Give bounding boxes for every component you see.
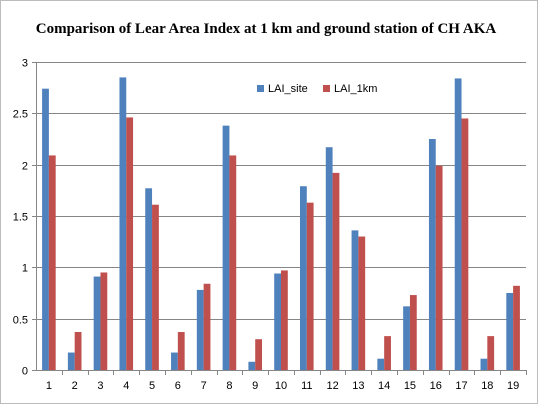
y-tick-label: 0.5 bbox=[13, 315, 28, 327]
x-tick-label: 14 bbox=[378, 380, 390, 392]
y-tick-labels: 0 0.5 1 1.5 2 2.5 3 bbox=[13, 58, 28, 378]
chart-title: Comparison of Lear Area Index at 1 km an… bbox=[35, 21, 497, 37]
bar-lai-site bbox=[248, 361, 256, 370]
bar-lai-1km bbox=[487, 336, 495, 370]
x-tick-label: 6 bbox=[175, 380, 181, 392]
y-tick-label: 1.5 bbox=[13, 212, 28, 224]
x-tick-label: 19 bbox=[507, 380, 519, 392]
x-tick-label: 7 bbox=[201, 380, 207, 392]
bar-lai-site bbox=[480, 358, 488, 370]
bar-lai-site bbox=[351, 230, 359, 370]
bar-lai-site bbox=[428, 139, 436, 370]
y-tick-label: 0 bbox=[22, 366, 28, 378]
x-tick-labels: 1 2 3 4 5 6 7 8 9 10 11 12 13 14 15 16 17 18 19 bbox=[46, 380, 519, 392]
x-tick-label: 18 bbox=[481, 380, 493, 392]
legend-swatch bbox=[323, 85, 330, 92]
bar-lai-site bbox=[196, 289, 204, 370]
x-tick-label: 13 bbox=[352, 380, 364, 392]
x-tick-label: 15 bbox=[404, 380, 416, 392]
bar-lai-1km bbox=[152, 204, 159, 370]
bar-lai-site bbox=[93, 276, 101, 370]
bar-lai-site bbox=[454, 78, 462, 370]
y-tick-label: 2 bbox=[22, 161, 28, 173]
axes bbox=[32, 62, 527, 375]
bar-lai-1km bbox=[332, 172, 340, 370]
bar-lai-1km bbox=[74, 332, 82, 370]
bar-lai-1km bbox=[409, 295, 417, 370]
bars bbox=[42, 77, 520, 371]
bar-lai-site bbox=[403, 306, 410, 370]
x-tick-label: 8 bbox=[226, 380, 232, 392]
x-tick-label: 3 bbox=[97, 380, 103, 392]
x-tick-label: 10 bbox=[275, 380, 287, 392]
bar-lai-1km bbox=[281, 270, 288, 370]
x-tick-label: 11 bbox=[301, 380, 312, 392]
bar-lai-1km bbox=[177, 332, 185, 370]
x-tick-label: 16 bbox=[430, 380, 442, 392]
x-tick-label: 2 bbox=[72, 380, 78, 392]
y-tick-label: 2.5 bbox=[13, 109, 28, 121]
bar-lai-1km bbox=[435, 165, 443, 370]
bar-lai-1km bbox=[100, 272, 108, 370]
bar-lai-1km bbox=[255, 339, 263, 370]
x-tick-label: 17 bbox=[455, 380, 467, 392]
bar-lai-site bbox=[67, 352, 75, 370]
bar-lai-site bbox=[506, 293, 514, 370]
legend-label: LAI_site bbox=[268, 83, 308, 95]
y-tick-label: 3 bbox=[22, 58, 28, 70]
bar-lai-site bbox=[299, 186, 307, 370]
legend-swatch bbox=[257, 85, 264, 92]
legend-label: LAI_1km bbox=[334, 83, 377, 95]
bar-lai-site bbox=[377, 358, 385, 370]
bar-lai-1km bbox=[513, 285, 520, 370]
x-tick-label: 12 bbox=[326, 380, 338, 392]
bar-lai-site bbox=[274, 273, 281, 370]
bar-lai-site bbox=[42, 88, 49, 371]
bar-lai-site bbox=[222, 125, 230, 370]
x-tick-label: 4 bbox=[123, 380, 129, 392]
x-tick-label: 9 bbox=[252, 380, 258, 392]
bar-lai-1km bbox=[203, 283, 211, 370]
bar-lai-site bbox=[325, 147, 333, 370]
bar-lai-1km bbox=[48, 155, 56, 370]
bar-lai-site bbox=[171, 352, 178, 370]
legend: LAI_site LAI_1km bbox=[257, 83, 377, 95]
bar-lai-1km bbox=[384, 336, 391, 370]
bar-lai-site bbox=[119, 77, 127, 371]
x-tick-label: 5 bbox=[149, 380, 155, 392]
bar-lai-1km bbox=[306, 202, 314, 370]
y-tick-label: 1 bbox=[22, 263, 28, 275]
bar-lai-1km bbox=[461, 118, 469, 370]
bar-lai-site bbox=[145, 188, 153, 370]
bar-lai-1km bbox=[126, 117, 134, 370]
bar-lai-1km bbox=[358, 236, 366, 370]
x-tick-label: 1 bbox=[46, 380, 52, 392]
bar-lai-1km bbox=[229, 155, 237, 370]
